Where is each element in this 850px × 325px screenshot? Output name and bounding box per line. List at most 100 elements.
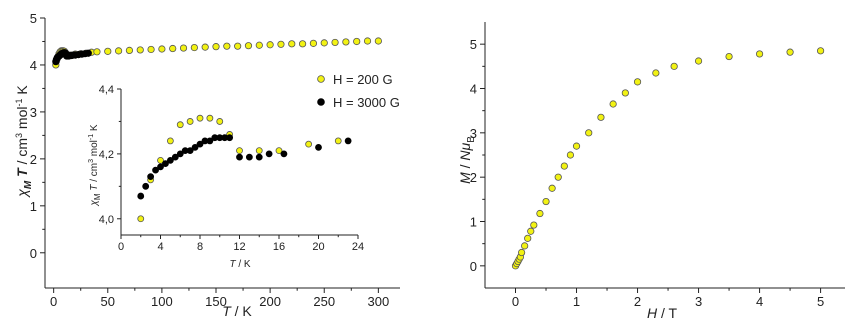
right-data-point — [548, 184, 556, 192]
right-data-point — [670, 62, 678, 70]
right-data-point — [542, 197, 550, 206]
inset-data-point — [166, 137, 174, 145]
left-y-tick-label: 5 — [30, 11, 37, 26]
inset-series-0 — [137, 114, 342, 223]
left-x-tick-label: 300 — [368, 294, 390, 309]
inset-y-tick-label: 4,2 — [99, 149, 114, 161]
left-data-point — [298, 40, 307, 48]
right-series-0 — [511, 47, 825, 270]
inset-data-point — [315, 143, 322, 151]
left-data-point — [342, 38, 350, 46]
right-data-point — [609, 100, 617, 108]
inset-data-point — [162, 160, 169, 168]
right-data-point — [633, 78, 642, 86]
right-data-point — [521, 242, 529, 250]
inset-data-point — [265, 150, 273, 158]
inset-data-point — [344, 137, 352, 145]
left-x-tick-label: 100 — [151, 294, 173, 309]
right-x-tick-label: 1 — [573, 294, 580, 309]
inset-y-tick-label: 4,0 — [99, 214, 114, 226]
right-data-point — [585, 129, 593, 137]
left-data-point — [320, 39, 328, 47]
left-x-tick-label: 200 — [259, 294, 281, 309]
inset-data-point — [236, 153, 243, 161]
right-y-tick-label: 2 — [470, 170, 477, 185]
left-data-point — [201, 43, 209, 51]
inset-data-point — [157, 156, 164, 164]
left-data-point — [136, 46, 144, 54]
inset-data-point — [176, 121, 184, 129]
left-data-point — [353, 37, 361, 46]
inset-data-point — [245, 153, 253, 161]
right-data-point — [524, 234, 532, 242]
inset-data-point — [142, 182, 150, 190]
left-x-tick-label: 250 — [313, 294, 335, 309]
left-y-tick-label: 1 — [30, 199, 37, 214]
left-y-tick-label: 4 — [30, 58, 37, 73]
inset-x-axis-title: T / K — [229, 259, 250, 270]
inset-data-point — [216, 118, 224, 125]
inset-data-point — [196, 140, 204, 148]
right-x-axis-title: H / T — [647, 305, 678, 321]
svg-text:M / NμB: M / NμB — [457, 136, 477, 184]
left-y-tick-label: 3 — [30, 105, 37, 120]
right-plot: 0 1 2 3 4 5 0 1 2 3 4 5 — [470, 22, 845, 309]
left-data-point — [147, 45, 155, 54]
left-x-unit: / K — [231, 303, 253, 319]
right-y-tick-label: 5 — [470, 37, 477, 52]
left-series-1 — [52, 49, 92, 66]
left-x-tick-label: 150 — [205, 294, 227, 309]
legend: H = 200 G H = 3000 G — [317, 72, 400, 110]
inset-x-tick-label: 8 — [197, 241, 203, 253]
left-data-point — [374, 37, 382, 45]
inset-y-tick-label: 4,4 — [99, 84, 114, 96]
legend-label-3000G: H = 3000 G — [333, 95, 400, 110]
inset-data-point — [255, 153, 263, 161]
right-x-tick-label: 5 — [817, 294, 824, 309]
right-y-tick-label: 1 — [470, 215, 477, 230]
svg-text:χM T / cm3 mol-1 K: χM T / cm3 mol-1 K — [88, 124, 102, 207]
right-data-point — [572, 142, 581, 150]
inset-plot: 0 4 8 12 16 20 24 4,0 4,2 4,4 — [99, 84, 364, 253]
right-data-point — [786, 48, 794, 56]
inset-x-tick-label: 0 — [118, 241, 124, 253]
inset-y-axis-title: χM T / cm3 mol-1 K — [88, 124, 102, 207]
inset-data-point — [236, 147, 243, 155]
right-y-tick-label: 4 — [470, 82, 477, 97]
inset-data-point — [206, 114, 214, 122]
inset-x-tick-label: 16 — [273, 241, 285, 253]
inset-data-point — [186, 147, 194, 155]
inset-data-point — [137, 192, 145, 200]
left-data-point — [212, 43, 220, 51]
inset-series-1 — [137, 134, 352, 200]
inset-data-point — [275, 147, 283, 155]
right-data-point — [530, 221, 538, 229]
svg-text:H / T: H / T — [647, 305, 678, 321]
left-x-var: T — [222, 303, 232, 319]
left-data-point — [288, 40, 296, 48]
right-y-tick-label: 0 — [470, 259, 477, 274]
inset-data-point — [137, 215, 145, 223]
right-data-point — [536, 209, 544, 218]
left-data-point — [179, 44, 188, 52]
left-data-point — [266, 41, 274, 49]
left-data-point — [331, 38, 339, 47]
inset-data-point — [280, 150, 288, 158]
right-data-point — [725, 52, 733, 61]
inset-data-point — [191, 143, 199, 151]
left-y-tick-label: 0 — [30, 246, 37, 261]
left-data-point — [363, 37, 372, 45]
right-x-tick-label: 4 — [756, 294, 763, 309]
left-x-tick-label: 50 — [101, 294, 115, 309]
left-data-point — [244, 42, 253, 50]
left-data-point — [309, 39, 318, 47]
left-data-point — [158, 45, 166, 53]
left-series-0 — [52, 37, 382, 69]
inset-data-point — [226, 134, 234, 142]
inset-data-point — [171, 153, 179, 161]
left-data-point — [223, 42, 231, 50]
right-data-point — [597, 113, 605, 121]
inset-x-tick-label: 4 — [157, 241, 163, 253]
